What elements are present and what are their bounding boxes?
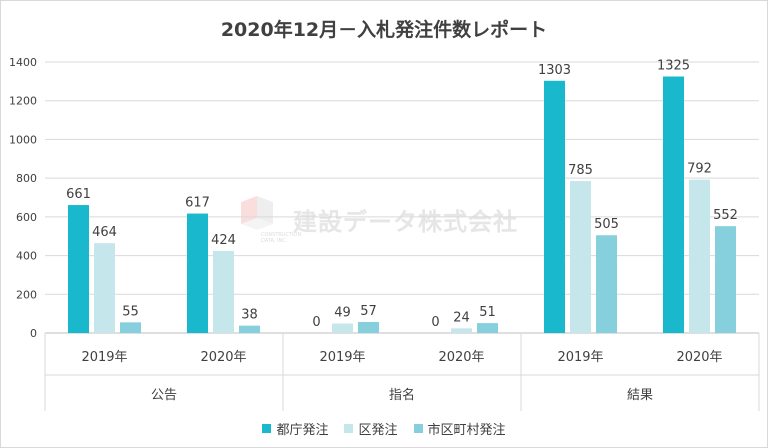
watermark: CONSTRUCTION DATA, INC. 建設データ株式会社 [231,196,518,244]
legend-item-ku: 区発注 [344,419,398,438]
x-group-label: 公告 [151,388,177,403]
legend-swatch-tocho [262,424,272,433]
x-group-label: 結果 [627,388,653,403]
y-tick-label: 800 [16,172,37,185]
data-label: 51 [479,305,496,320]
y-tick-label: 200 [16,288,37,301]
data-label: 49 [334,306,351,321]
watermark-text: 建設データ株式会社 [293,207,518,236]
data-label: 661 [66,187,91,202]
data-label: 38 [241,308,258,323]
chart-title: 2020年12月－入札発注件数レポート [220,19,548,41]
legend-swatch-shikuchoson [413,424,423,433]
legend-item-shikuchoson: 市区町村発注 [413,419,506,438]
x-group-label: 指名 [389,387,415,403]
data-label: 57 [360,304,377,319]
bar [663,76,684,334]
y-tick-label: 1400 [9,56,37,69]
legend-label-tocho: 都庁発注 [276,423,329,438]
y-tick-label: 1200 [9,95,37,108]
bar [94,243,115,333]
bar [120,322,141,333]
data-label: 1325 [657,59,690,74]
y-tick-label: 600 [16,211,37,224]
bar [332,323,353,333]
legend-label-ku: 区発注 [358,423,398,438]
y-tick-label: 1000 [9,133,37,146]
x-category-label: 2020年 [676,350,722,365]
data-label: 424 [211,233,236,248]
bar [358,321,379,333]
bar [68,205,89,333]
x-category-label: 2019年 [557,350,603,365]
bar [570,181,591,333]
data-label: 0 [431,315,439,330]
bar [715,226,736,333]
bar [596,235,617,333]
data-label: 505 [594,217,619,232]
data-label: 55 [122,304,139,319]
data-label: 792 [687,162,712,177]
watermark-logo-text: CONSTRUCTION DATA, INC. [261,232,302,244]
bar [689,179,710,333]
bar [544,80,565,333]
data-label: 552 [713,208,738,223]
x-category-label: 2019年 [81,350,127,365]
data-label: 1303 [538,63,571,78]
legend-label-shikuchoson: 市区町村発注 [427,423,506,438]
data-label: 464 [92,225,117,240]
bar [451,328,472,333]
legend-item-tocho: 都庁発注 [262,419,328,438]
y-tick-label: 400 [16,250,37,263]
x-category-label: 2020年 [438,350,484,365]
bar [187,213,208,333]
data-label: 617 [185,196,210,211]
bar [213,250,234,333]
bar [477,323,498,333]
data-label: 24 [453,310,470,325]
data-label: 0 [312,315,320,330]
legend: 都庁発注 区発注 市区町村発注 [1,419,767,438]
y-tick-label: 0 [30,327,37,340]
x-category-label: 2020年 [200,350,246,365]
bar [239,325,260,333]
legend-swatch-ku [344,424,354,433]
x-category-label: 2019年 [319,350,365,365]
data-label: 785 [568,163,593,178]
